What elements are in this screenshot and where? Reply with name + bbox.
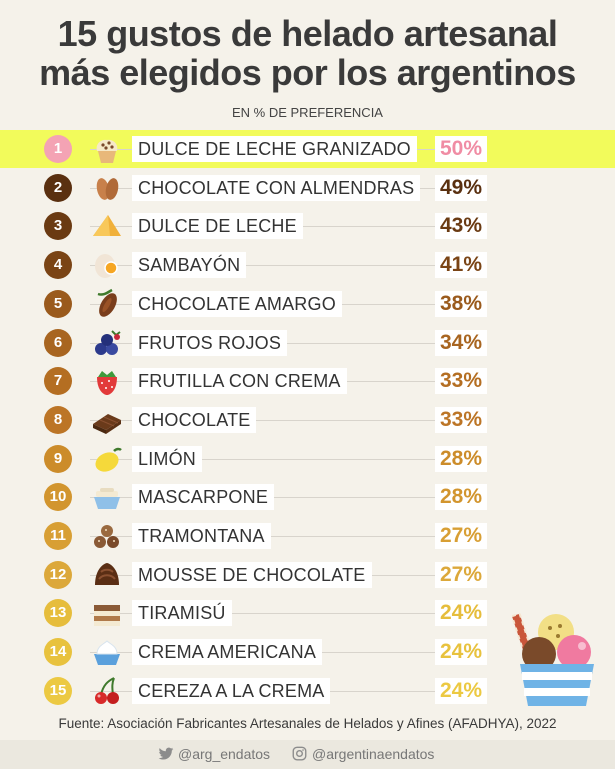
ranking-row: 1 DULCE DE LECHE GRANIZADO 50% bbox=[0, 130, 615, 168]
ranking-row: 5 CHOCOLATE AMARGO 38% bbox=[0, 285, 615, 323]
flavor-label: TRAMONTANA bbox=[132, 523, 271, 549]
percentage-value: 49% bbox=[435, 175, 488, 201]
chart-title: 15 gustos de helado artesanal más elegid… bbox=[0, 14, 615, 92]
rank-badge: 5 bbox=[44, 290, 72, 318]
ranking-row: 10 MASCARPONE 28% bbox=[0, 478, 615, 516]
row-guide-line bbox=[90, 459, 483, 460]
ranking-row: 8 CHOCOLATE 33% bbox=[0, 401, 615, 439]
ranking-row: 2 CHOCOLATE CON ALMENDRAS 49% bbox=[0, 169, 615, 207]
percentage-value: 38% bbox=[435, 291, 488, 317]
percentage-value: 33% bbox=[435, 368, 488, 394]
twitter-handle[interactable]: @arg_endatos bbox=[158, 745, 270, 763]
flavor-label: LIMÓN bbox=[132, 446, 203, 472]
cacao-pod-icon bbox=[97, 288, 117, 317]
row-guide-line bbox=[90, 536, 483, 537]
title-line-1: 15 gustos de helado artesanal bbox=[57, 13, 558, 54]
ranking-row: 4 SAMBAYÓN 41% bbox=[0, 246, 615, 284]
percentage-value: 24% bbox=[435, 678, 488, 704]
flavor-label: MASCARPONE bbox=[132, 484, 275, 510]
twitter-icon bbox=[158, 747, 174, 760]
rank-badge: 12 bbox=[44, 561, 72, 589]
flavor-label: CEREZA A LA CREMA bbox=[132, 678, 331, 704]
percentage-value: 28% bbox=[435, 446, 488, 472]
flavor-label: FRUTOS ROJOS bbox=[132, 330, 288, 356]
title-line-2: más elegidos por los argentinos bbox=[39, 52, 576, 93]
flavor-label: CHOCOLATE CON ALMENDRAS bbox=[132, 175, 421, 201]
almond-icon bbox=[96, 178, 119, 200]
percentage-value: 24% bbox=[435, 639, 488, 665]
rank-badge: 4 bbox=[44, 251, 72, 279]
rank-badge: 2 bbox=[44, 174, 72, 202]
flavor-label: CHOCOLATE bbox=[132, 407, 257, 433]
egg-icon bbox=[95, 254, 118, 278]
row-guide-line bbox=[90, 613, 483, 614]
chart-subtitle: EN % DE PREFERENCIA bbox=[232, 105, 383, 120]
ranking-row: 3 DULCE DE LECHE 43% bbox=[0, 207, 615, 245]
rank-badge: 15 bbox=[44, 677, 72, 705]
ranking-row: 7 FRUTILLA CON CREMA 33% bbox=[0, 362, 615, 400]
tiramisu-icon bbox=[94, 605, 120, 626]
cherries-icon bbox=[95, 677, 119, 704]
flavor-label: DULCE DE LECHE bbox=[132, 213, 303, 239]
ice-cream-sundae-icon bbox=[512, 612, 594, 706]
flavor-label: FRUTILLA CON CREMA bbox=[132, 368, 347, 394]
rank-badge: 7 bbox=[44, 367, 72, 395]
footer-bar: @arg_endatos @argentinaendatos bbox=[0, 740, 615, 769]
ranking-row: 12 MOUSSE DE CHOCOLATE 27% bbox=[0, 556, 615, 594]
rank-badge: 9 bbox=[44, 445, 72, 473]
ranking-row: 13 TIRAMISÚ 24% bbox=[0, 594, 615, 632]
cookie-balls-icon bbox=[94, 525, 119, 548]
lemon-icon bbox=[95, 447, 122, 472]
chocolate-truffle-icon bbox=[95, 563, 119, 585]
percentage-value: 27% bbox=[435, 562, 488, 588]
rank-badge: 14 bbox=[44, 638, 72, 666]
flavor-label: DULCE DE LECHE GRANIZADO bbox=[132, 136, 417, 162]
percentage-value: 28% bbox=[435, 484, 488, 510]
percentage-value: 24% bbox=[435, 600, 488, 626]
percentage-value: 27% bbox=[435, 523, 488, 549]
percentage-value: 50% bbox=[435, 136, 488, 162]
percentage-value: 43% bbox=[435, 213, 488, 239]
row-guide-line bbox=[90, 497, 483, 498]
cheese-bowl-icon bbox=[94, 488, 120, 509]
rank-badge: 10 bbox=[44, 483, 72, 511]
flavor-label: MOUSSE DE CHOCOLATE bbox=[132, 562, 372, 588]
cupcake-icon bbox=[96, 139, 118, 163]
rank-badge: 6 bbox=[44, 329, 72, 357]
ranking-row: 6 FRUTOS ROJOS 34% bbox=[0, 324, 615, 362]
row-guide-line bbox=[90, 420, 483, 421]
ranking-row: 11 TRAMONTANA 27% bbox=[0, 517, 615, 555]
rank-badge: 3 bbox=[44, 212, 72, 240]
berries-icon bbox=[95, 330, 121, 355]
flavor-label: CHOCOLATE AMARGO bbox=[132, 291, 342, 317]
ranking-row: 15 CEREZA A LA CREMA 24% bbox=[0, 672, 615, 710]
rank-badge: 13 bbox=[44, 599, 72, 627]
instagram-handle[interactable]: @argentinaendatos bbox=[292, 745, 434, 763]
twitter-handle-text: @arg_endatos bbox=[178, 746, 271, 762]
rank-badge: 11 bbox=[44, 522, 72, 550]
percentage-value: 41% bbox=[435, 252, 488, 278]
rank-badge: 8 bbox=[44, 406, 72, 434]
flavor-label: TIRAMISÚ bbox=[132, 600, 232, 626]
rank-badge: 1 bbox=[44, 135, 72, 163]
instagram-handle-text: @argentinaendatos bbox=[312, 746, 435, 762]
cream-bowl-icon bbox=[94, 640, 120, 665]
percentage-value: 34% bbox=[435, 330, 488, 356]
ranking-row: 9 LIMÓN 28% bbox=[0, 440, 615, 478]
flavor-label: SAMBAYÓN bbox=[132, 252, 247, 278]
strawberry-icon bbox=[97, 371, 117, 395]
chocolate-bar-icon bbox=[93, 414, 121, 434]
instagram-icon bbox=[292, 746, 307, 761]
row-guide-line bbox=[90, 265, 483, 266]
caramel-icon bbox=[93, 215, 121, 236]
flavor-label: CREMA AMERICANA bbox=[132, 639, 323, 665]
source-note: Fuente: Asociación Fabricantes Artesanal… bbox=[58, 716, 557, 731]
percentage-value: 33% bbox=[435, 407, 488, 433]
ranking-row: 14 CREMA AMERICANA 24% bbox=[0, 633, 615, 671]
